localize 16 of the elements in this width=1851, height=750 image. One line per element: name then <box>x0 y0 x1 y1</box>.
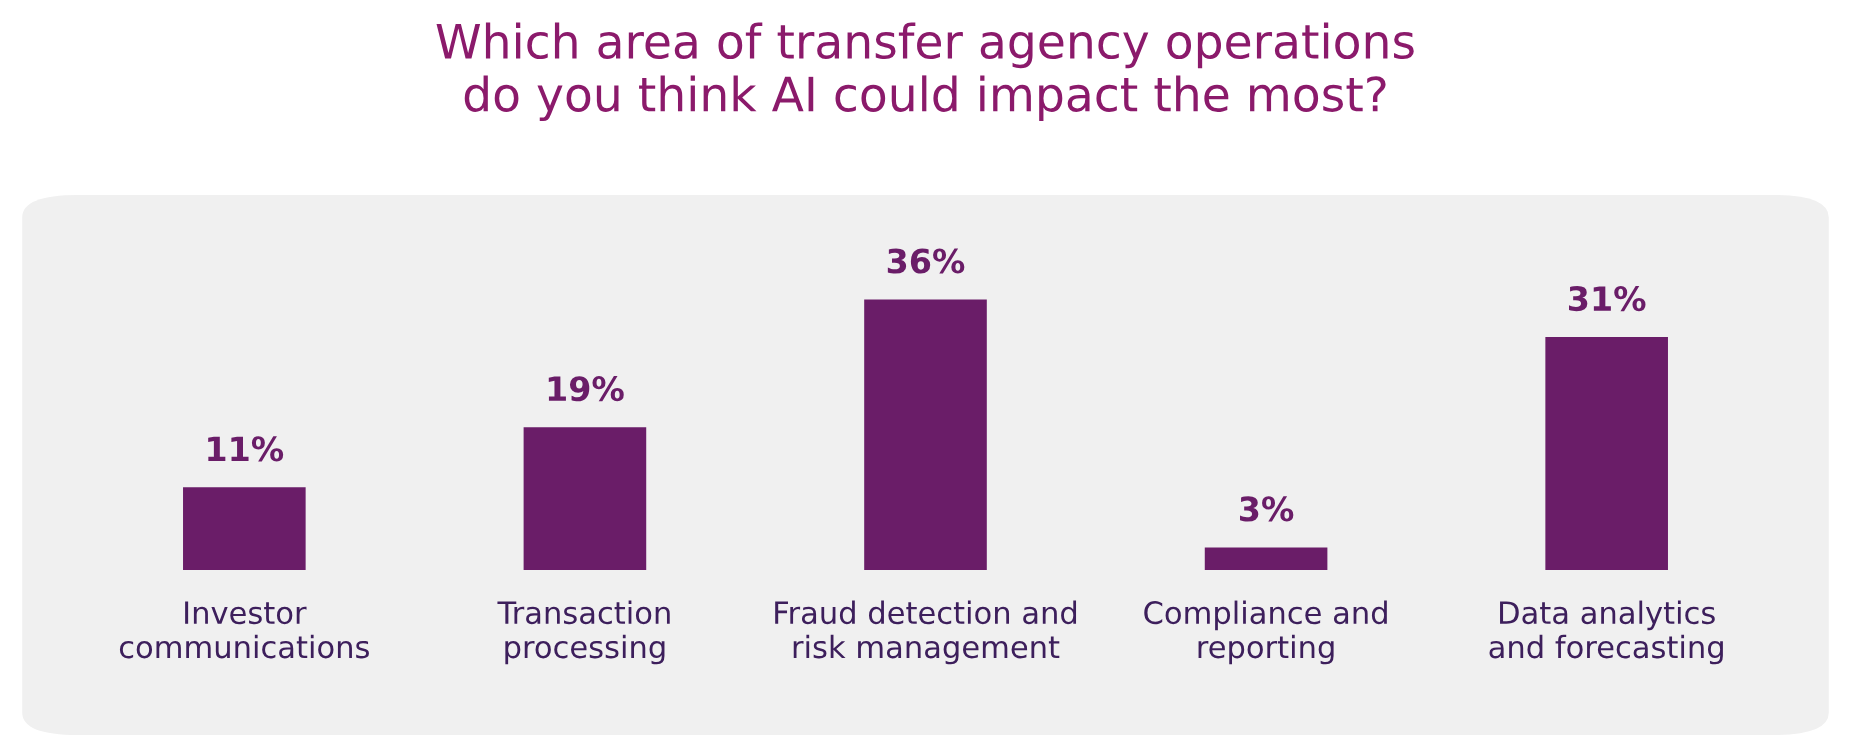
data-label: 19% <box>548 376 624 402</box>
x-tick-label: Fraud detection and risk management <box>775 600 1077 665</box>
chart-title: Which area of transfer agency operations do you think AI could impact the most? <box>436 22 1414 122</box>
x-tick-label: Compliance and reporting <box>1144 600 1387 665</box>
data-label: 31% <box>1569 285 1646 312</box>
data-label: 36% <box>887 248 965 274</box>
bar <box>1545 337 1668 570</box>
x-tick-label: Data analytics and forecasting <box>1489 600 1723 665</box>
bar <box>1204 547 1328 570</box>
data-label: 3% <box>1240 496 1294 522</box>
bar <box>523 427 647 570</box>
bar <box>864 299 987 570</box>
x-tick-label: Investor communications <box>119 601 369 659</box>
x-tick-label: Transaction processing <box>497 600 670 665</box>
data-label: 11% <box>208 436 284 462</box>
bar <box>183 487 306 570</box>
